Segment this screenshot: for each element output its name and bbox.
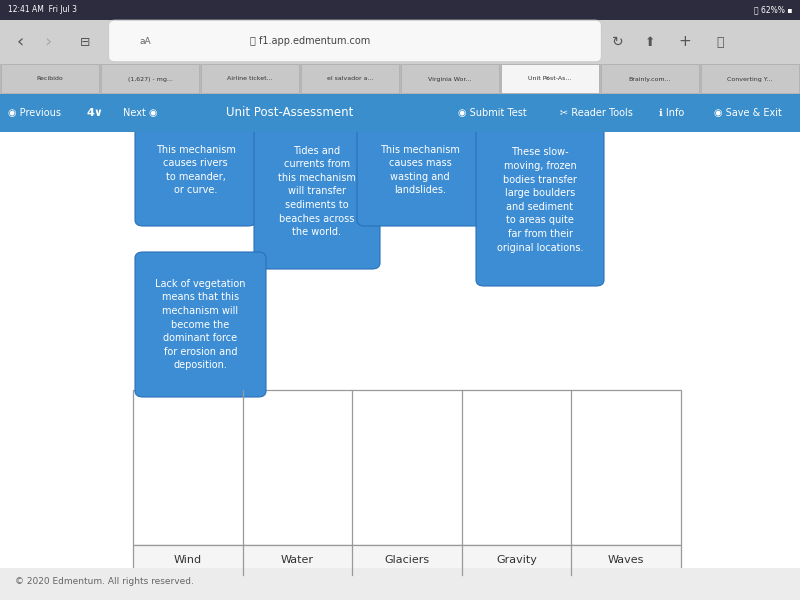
Bar <box>0 64 800 94</box>
Text: 🔒 f1.app.edmentum.com: 🔒 f1.app.edmentum.com <box>250 36 370 46</box>
Bar <box>0 132 800 582</box>
Text: 12:41 AM  Fri Jul 3: 12:41 AM Fri Jul 3 <box>8 5 77 14</box>
Bar <box>0 94 800 132</box>
Text: ↻: ↻ <box>612 35 624 49</box>
Bar <box>401 64 499 93</box>
Text: Gravity: Gravity <box>496 555 537 565</box>
Text: ›: › <box>44 33 52 51</box>
Text: Lack of vegetation
means that this
mechanism will
become the
dominant force
for : Lack of vegetation means that this mecha… <box>155 278 246 370</box>
Text: ‹: ‹ <box>16 33 24 51</box>
Text: Tides and
currents from
this mechanism
will transfer
sediments to
beaches across: Tides and currents from this mechanism w… <box>278 146 356 237</box>
Bar <box>101 64 199 93</box>
Bar <box>701 64 799 93</box>
FancyBboxPatch shape <box>135 252 266 397</box>
Text: © 2020 Edmentum. All rights reserved.: © 2020 Edmentum. All rights reserved. <box>15 577 194 586</box>
Bar <box>133 545 681 575</box>
Bar <box>201 64 299 93</box>
Text: Next ◉: Next ◉ <box>122 108 158 118</box>
Text: ⊟: ⊟ <box>80 35 90 49</box>
Text: Virginia Wor...: Virginia Wor... <box>428 76 472 82</box>
Text: ⬆: ⬆ <box>645 35 655 49</box>
Text: 令 62%% ▪: 令 62%% ▪ <box>754 5 792 14</box>
Text: These slow-
moving, frozen
bodies transfer
large boulders
and sediment
to areas : These slow- moving, frozen bodies transf… <box>497 148 583 253</box>
Text: Water: Water <box>281 555 314 565</box>
Bar <box>0 20 800 64</box>
Bar <box>1 64 99 93</box>
FancyBboxPatch shape <box>109 20 602 62</box>
Bar <box>0 568 800 600</box>
Text: (1,627) - mg...: (1,627) - mg... <box>127 76 173 82</box>
Text: Glaciers: Glaciers <box>385 555 430 565</box>
Bar <box>501 64 599 93</box>
Bar <box>133 390 681 545</box>
Bar <box>0 0 800 20</box>
Text: aA: aA <box>140 37 152 46</box>
Text: Waves: Waves <box>608 555 644 565</box>
Text: el salvador a...: el salvador a... <box>326 76 374 82</box>
Text: ✕: ✕ <box>544 76 549 82</box>
Text: Brainly.com...: Brainly.com... <box>629 76 671 82</box>
Text: This mechanism
causes rivers
to meander,
or curve.: This mechanism causes rivers to meander,… <box>155 145 235 196</box>
Text: ℹ Info: ℹ Info <box>659 108 685 118</box>
Text: ◉ Save & Exit: ◉ Save & Exit <box>714 108 782 118</box>
Text: ◉ Previous: ◉ Previous <box>9 108 62 118</box>
Text: Wind: Wind <box>174 555 202 565</box>
Text: Unit Post-As...: Unit Post-As... <box>528 76 572 82</box>
Text: ◉ Submit Test: ◉ Submit Test <box>458 108 526 118</box>
Text: 4∨: 4∨ <box>86 108 103 118</box>
Text: +: + <box>678 34 691 49</box>
Text: Airline ticket...: Airline ticket... <box>227 76 273 82</box>
Text: ⧉: ⧉ <box>716 35 724 49</box>
Text: This mechanism
causes mass
wasting and
landslides.: This mechanism causes mass wasting and l… <box>380 145 460 196</box>
Text: Converting Y...: Converting Y... <box>727 76 773 82</box>
Text: Unit Post-Assessment: Unit Post-Assessment <box>226 107 354 119</box>
FancyBboxPatch shape <box>254 114 380 269</box>
Bar <box>301 64 399 93</box>
Text: Recibido: Recibido <box>37 76 63 82</box>
Text: ✂ Reader Tools: ✂ Reader Tools <box>559 108 633 118</box>
FancyBboxPatch shape <box>135 114 256 226</box>
FancyBboxPatch shape <box>357 114 483 226</box>
Bar <box>601 64 699 93</box>
FancyBboxPatch shape <box>476 114 604 286</box>
